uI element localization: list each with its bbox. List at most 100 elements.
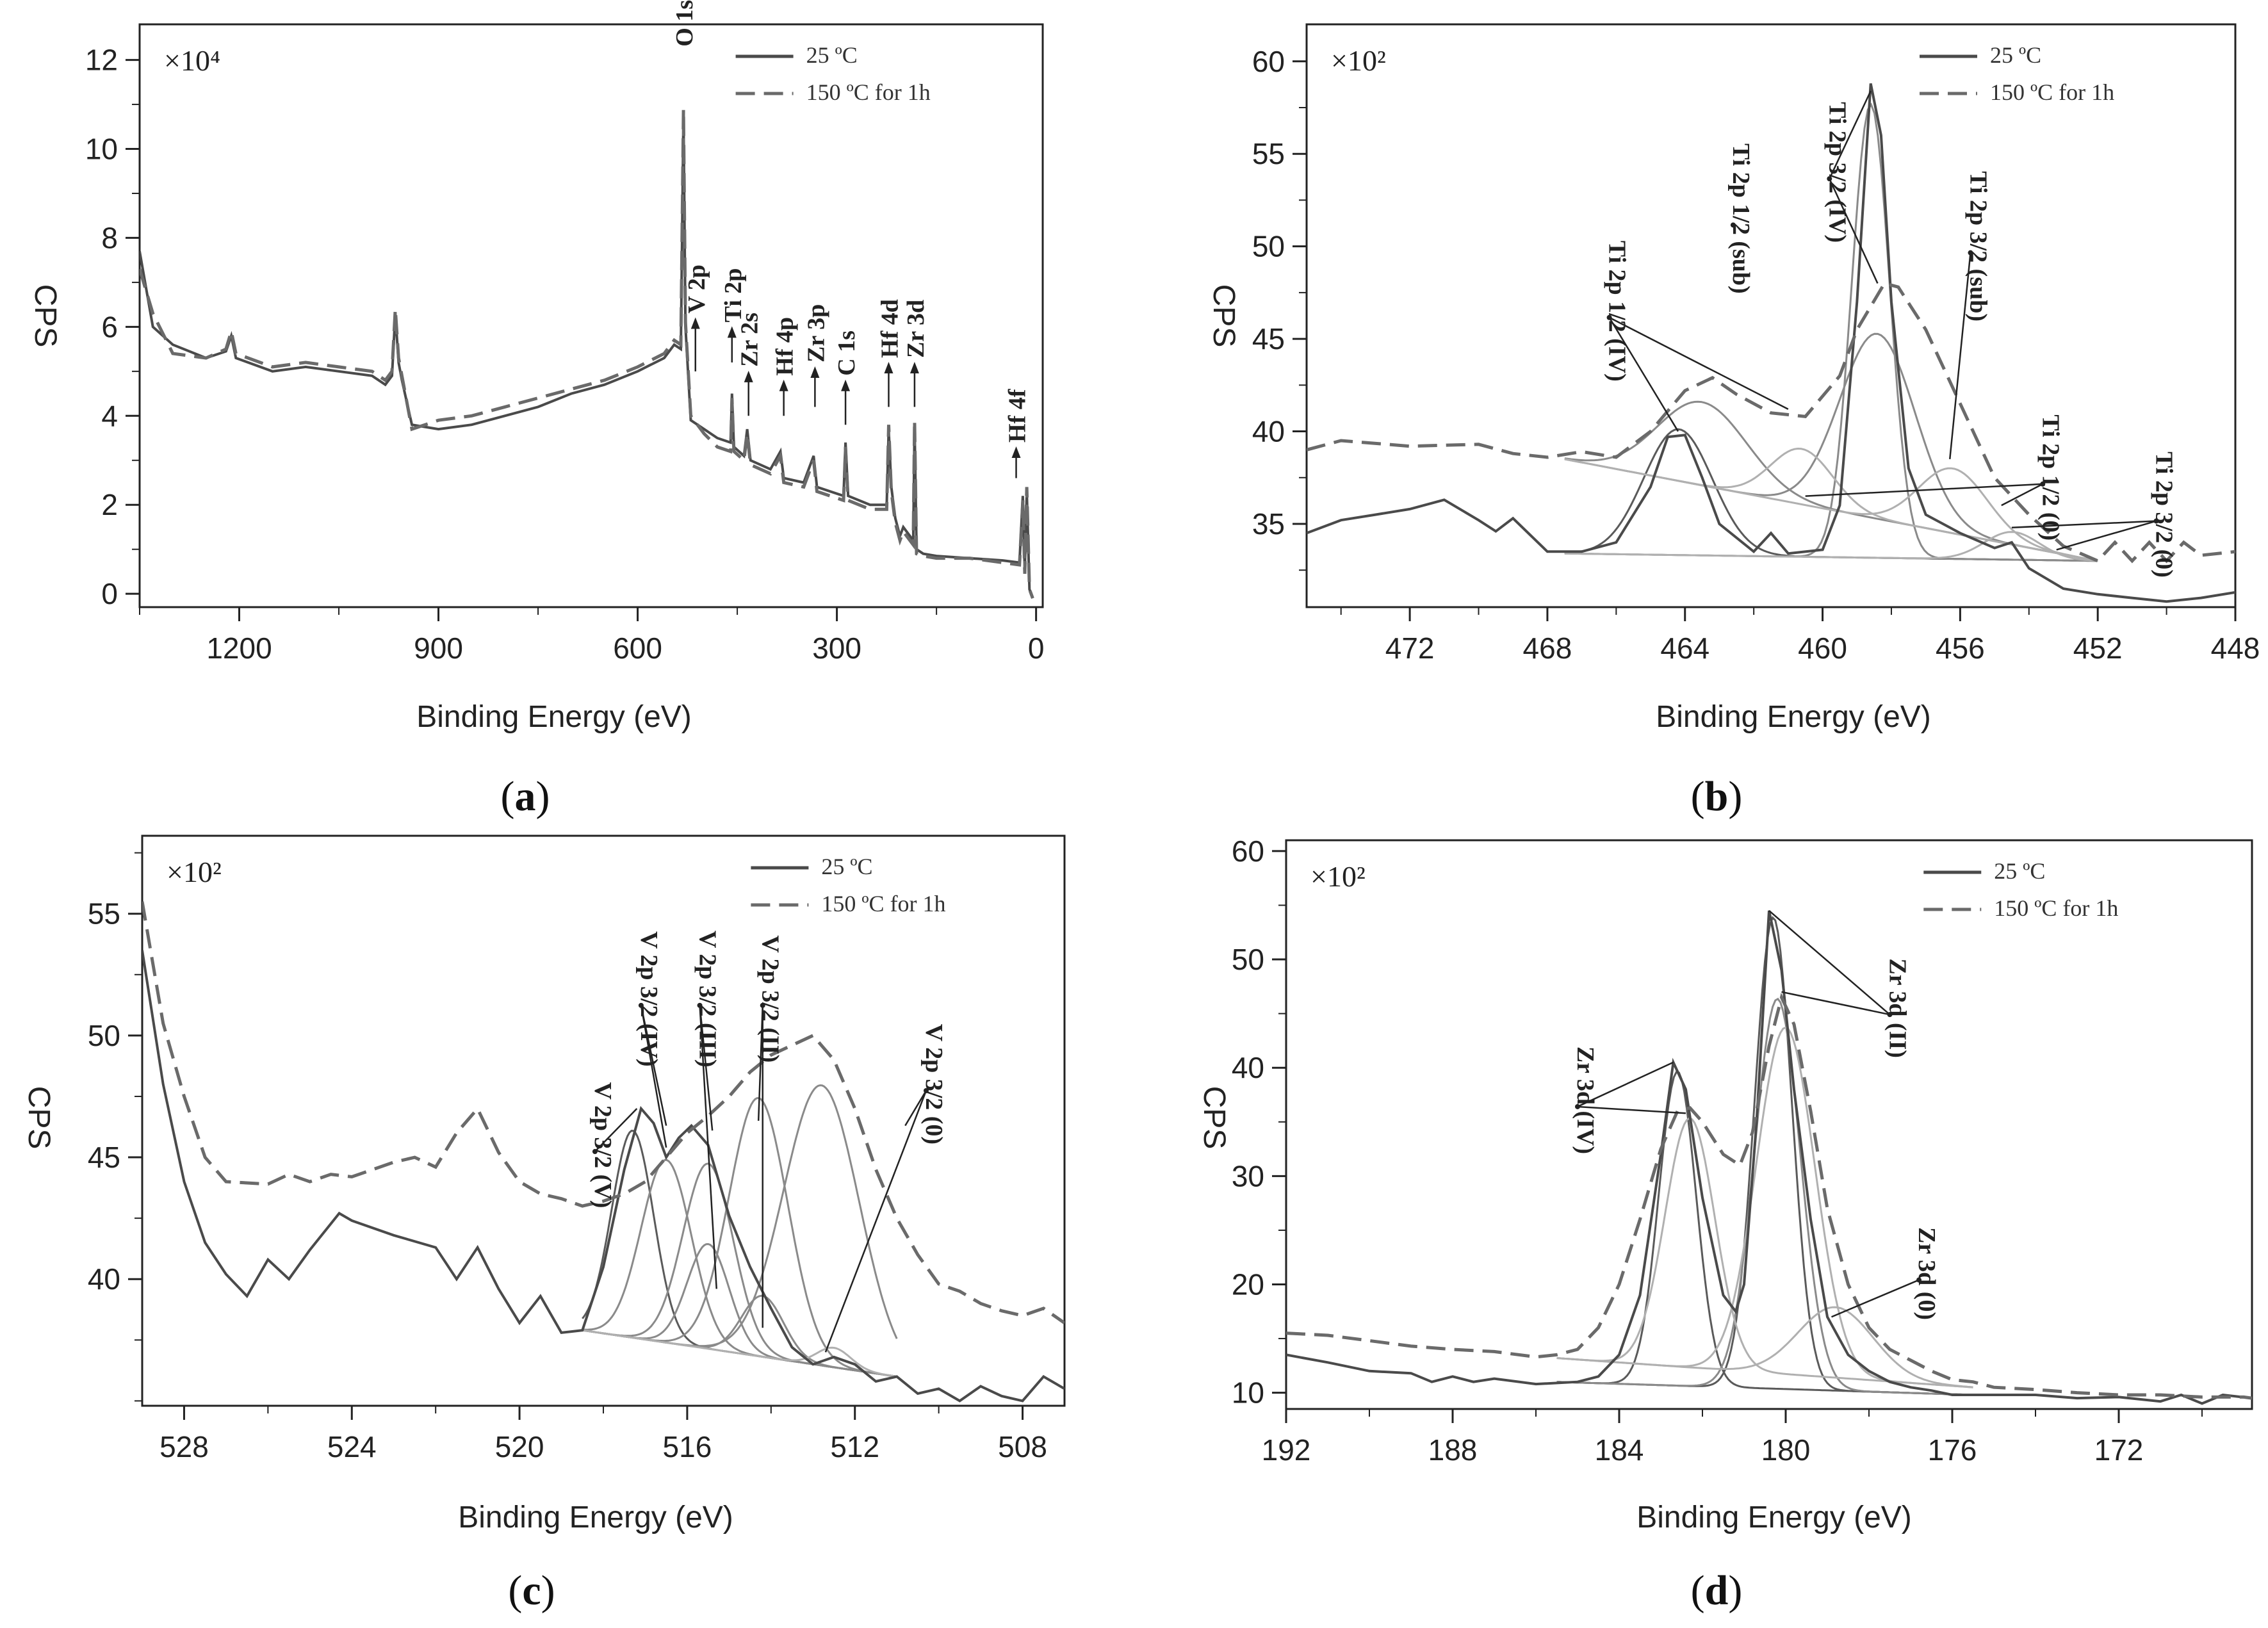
peak-label: Zr 3d (0) xyxy=(1913,1227,1940,1320)
peak-label: Ti 2p xyxy=(720,268,747,323)
peak-annotation: Zr 3d (0) xyxy=(1831,1227,1940,1320)
annotation-arrow xyxy=(1949,252,1971,460)
annotation-arrow xyxy=(1829,178,1879,284)
y-tick-label: 30 xyxy=(1232,1159,1264,1193)
arrow-head xyxy=(690,317,700,329)
panel-label: (d) xyxy=(1691,1567,1743,1614)
x-tick-label: 528 xyxy=(159,1430,209,1463)
peak-annotation: Zr 3d (II) xyxy=(1768,909,1911,1058)
peak-annotation: Hf 4p xyxy=(772,317,799,416)
arrow-head xyxy=(779,379,788,391)
series-dashed-line xyxy=(1307,281,2235,564)
x-axis-title: Binding Energy (eV) xyxy=(416,700,692,734)
panel-a: 1200 900 600 300 0 0 2 4 6 8 10 12 Binding Energy (e… xyxy=(28,0,1044,820)
peak-label: Ti 2p 1/2 (sub) xyxy=(1727,143,1754,294)
arrow-head xyxy=(810,366,820,378)
arrow-head xyxy=(1968,250,1973,256)
series-solid-line xyxy=(1286,910,2252,1405)
plot-area xyxy=(1286,910,2252,1405)
series-dashed-line xyxy=(140,108,1034,599)
fit-component-2 xyxy=(1564,400,2098,562)
arrow-head xyxy=(924,1087,929,1093)
peak-annotation: Zr 2s xyxy=(737,313,763,416)
panel-label: (a) xyxy=(501,773,550,820)
annotation-arrow xyxy=(699,1005,714,1131)
fit-component-4 xyxy=(582,1084,898,1347)
series-solid-line xyxy=(1307,83,2235,603)
panel-label: (b) xyxy=(1691,773,1743,820)
annotation-arrow xyxy=(1577,1061,1674,1108)
arrow-head xyxy=(1887,1012,1893,1018)
legend-label: 150 ºC for 1h xyxy=(806,79,931,105)
annotation-arrow xyxy=(1577,1105,1686,1114)
x-tick-label: 600 xyxy=(613,631,662,665)
x-tick-label: 516 xyxy=(663,1430,712,1463)
arrow-head xyxy=(592,1149,598,1155)
panel-letter: b xyxy=(1705,773,1729,820)
peak-label: V 2p 3/2 (0) xyxy=(920,1024,947,1144)
peak-label: Ti 2p 1/2 (0) xyxy=(2037,414,2064,541)
x-tick-label: 448 xyxy=(2211,631,2260,665)
peak-label: Hf 4d xyxy=(876,299,903,358)
annotation-arrow xyxy=(1831,1279,1920,1318)
x-tick-label: 900 xyxy=(414,631,463,665)
legend-label: 25 ºC xyxy=(1994,858,2045,884)
x-tick-label: 452 xyxy=(2073,631,2123,665)
annotation-arrow xyxy=(2001,483,2043,507)
peak-label: Hf 4f xyxy=(1004,388,1031,443)
fit-component-4 xyxy=(1556,1026,1973,1388)
y-tick-label: 8 xyxy=(101,221,118,254)
peak-annotation: Ti 2p 1/2 (IV) xyxy=(1604,241,1789,432)
annotation-arrow xyxy=(594,1108,638,1152)
y-tick-label: 2 xyxy=(101,488,118,521)
x-tick-label: 512 xyxy=(830,1430,879,1463)
x-tick-label: 1200 xyxy=(206,631,272,665)
peak-annotation: Ti 2p 3/2 (IV) xyxy=(1823,90,1879,284)
peak-annotation: V 2p xyxy=(683,265,710,371)
peak-label: Zr 3d (II) xyxy=(1884,958,1911,1058)
x-tick-label: 456 xyxy=(1936,631,1985,665)
y-tick-label: 10 xyxy=(1232,1376,1264,1410)
x-tick-label: 180 xyxy=(1761,1433,1811,1467)
peak-label: Zr 3p xyxy=(803,304,829,362)
legend-label: 150 ºC for 1h xyxy=(1990,79,2114,105)
x-tick-label: 464 xyxy=(1660,631,1709,665)
x-tick-label: 0 xyxy=(1028,631,1045,665)
annotation-arrow xyxy=(1608,317,1679,432)
y-tick-label: 50 xyxy=(1252,230,1285,263)
y-tick-label: 40 xyxy=(88,1262,120,1296)
peak-label: V 2p 3/2 (V) xyxy=(589,1082,616,1209)
y-tick-label: 60 xyxy=(1252,45,1285,78)
plot-frame xyxy=(138,23,1044,608)
arrow-head xyxy=(1827,176,1832,182)
x-tick-label: 300 xyxy=(812,631,861,665)
peak-annotation: Ti 2p 1/2 (0) xyxy=(1805,414,2064,541)
arrow-head xyxy=(2153,518,2159,524)
peak-label: Zr 2s xyxy=(737,313,763,367)
fit-component-7 xyxy=(582,1329,897,1378)
y-tick-label: 50 xyxy=(1232,943,1264,976)
peak-annotation: C 1s xyxy=(833,330,860,425)
y-tick-label: 20 xyxy=(1232,1267,1264,1301)
arrow-head xyxy=(841,379,851,391)
x-axis-title: Binding Energy (eV) xyxy=(458,1501,733,1534)
y-tick-label: 0 xyxy=(101,577,118,610)
annotation-arrow xyxy=(1781,991,1890,1016)
y-tick-label: 35 xyxy=(1252,507,1285,541)
y-tick-label: 4 xyxy=(101,399,118,432)
peak-annotation: V 2p 3/2 (II) xyxy=(757,935,784,1328)
arrow-head xyxy=(697,1002,703,1008)
peak-annotation: O 1s xyxy=(671,0,698,47)
series-dashed-line xyxy=(1286,992,2252,1400)
y-tick-label: 45 xyxy=(88,1141,120,1174)
y-tick-label: 45 xyxy=(1252,322,1285,355)
panel-label: (c) xyxy=(508,1567,555,1614)
annotation-arrow xyxy=(1768,909,1891,1016)
plot-area xyxy=(142,901,1065,1403)
peak-annotation: Ti 2p 3/2 (sub) xyxy=(1949,171,1991,460)
peak-label: Hf 4p xyxy=(772,317,799,376)
peak-label: C 1s xyxy=(833,330,860,376)
peak-annotation: Zr 3p xyxy=(803,304,829,407)
x-axis-title: Binding Energy (eV) xyxy=(1656,700,1931,734)
panel-b: 472 468 464 460 456 452 448 35 40 45 50 55 60 Binding… xyxy=(1207,23,2260,820)
